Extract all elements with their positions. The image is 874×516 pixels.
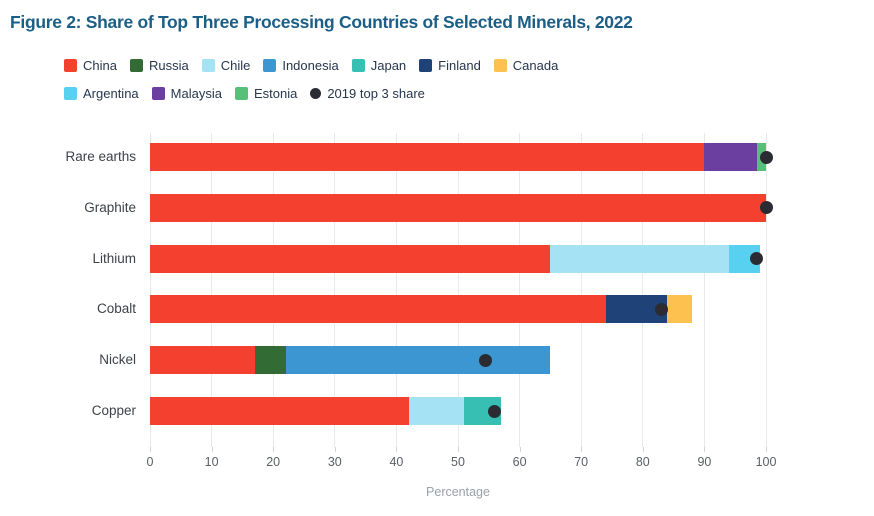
category-label-graphite: Graphite	[84, 199, 136, 215]
x-tick-label: 100	[755, 455, 777, 469]
gridline	[642, 133, 644, 447]
x-tick-label: 0	[146, 455, 154, 469]
legend-item-malaysia: Malaysia	[151, 86, 222, 101]
plot-area	[149, 133, 773, 447]
legend-swatch-icon	[263, 59, 277, 72]
bar-segment-china-cobalt	[150, 295, 606, 324]
legend-label: Estonia	[253, 86, 298, 101]
gridline	[457, 133, 459, 447]
gridline	[334, 133, 336, 447]
legend-swatch-icon	[419, 59, 433, 72]
gridline	[211, 133, 213, 447]
bar-segment-china-copper	[150, 397, 409, 425]
dot-2019-top3-share-copper	[488, 404, 502, 418]
x-tick-label: 80	[635, 455, 650, 469]
x-tick-mark	[334, 447, 336, 452]
x-tick-label: 40	[389, 455, 404, 469]
bar-segment-indonesia-nickel	[285, 346, 551, 375]
legend-swatch-icon	[234, 87, 248, 100]
x-tick-mark	[396, 447, 398, 452]
legend-item-2019-top3-share: 2019 top 3 share	[310, 86, 425, 101]
legend-item-estonia: Estonia	[234, 86, 298, 101]
x-tick-mark	[150, 447, 151, 452]
legend-item-japan: Japan	[351, 58, 407, 73]
gridline	[519, 133, 521, 447]
x-tick-mark	[519, 447, 521, 452]
legend-swatch-icon	[64, 87, 77, 100]
x-tick-label: 30	[327, 455, 342, 469]
x-tick-label: 70	[574, 455, 589, 469]
legend: China Russia Chile Indonesia Japan Finland Can…	[64, 58, 558, 101]
bar-segment-china-graphite	[150, 193, 766, 222]
bar-segment-chile-copper	[408, 397, 465, 425]
category-label-lithium: Lithium	[92, 250, 136, 266]
category-label-nickel: Nickel	[99, 352, 136, 368]
legend-item-china: China	[64, 58, 117, 73]
legend-item-finland: Finland	[419, 58, 481, 73]
bar-segment-russia-nickel	[254, 346, 286, 375]
legend-label: Canada	[512, 58, 559, 73]
category-label-rare-earths: Rare earths	[65, 149, 136, 164]
legend-label: 2019 top 3 share	[327, 86, 425, 101]
x-tick-mark	[766, 447, 767, 452]
legend-label: Japan	[370, 58, 407, 73]
x-tick-mark	[273, 447, 275, 452]
dot-2019-top3-share-lithium	[750, 252, 764, 266]
legend-label: China	[83, 58, 117, 73]
x-tick-label: 90	[697, 455, 712, 469]
legend-swatch-icon	[64, 59, 77, 72]
legend-swatch-icon	[151, 87, 165, 100]
legend-swatch-icon	[493, 59, 507, 72]
x-tick-mark	[581, 447, 583, 452]
legend-label: Malaysia	[170, 86, 222, 101]
gridline	[703, 133, 705, 447]
gridline	[765, 133, 767, 447]
legend-swatch-icon	[351, 59, 365, 72]
x-tick-mark	[704, 447, 706, 452]
bar-segment-china-nickel	[150, 346, 255, 375]
legend-label: Indonesia	[282, 58, 339, 73]
dot-2019-top3-share-nickel	[479, 353, 493, 367]
x-tick-mark	[211, 447, 213, 452]
gridline	[149, 133, 151, 447]
category-label-cobalt: Cobalt	[96, 301, 136, 317]
dot-2019-top3-share-rare-earths	[759, 150, 773, 164]
legend-item-argentina: Argentina	[64, 86, 139, 101]
x-tick-label: 50	[451, 455, 465, 469]
dot-2019-top3-share-cobalt	[654, 302, 668, 316]
x-tick-label: 10	[204, 455, 219, 469]
legend-swatch-icon	[129, 59, 143, 72]
legend-item-russia: Russia	[129, 58, 189, 73]
x-tick-mark	[642, 447, 644, 452]
legend-row: Argentina Malaysia Estonia 2019 top 3 share	[64, 86, 558, 101]
legend-label: Argentina	[83, 86, 139, 101]
legend-item-canada: Canada	[493, 58, 559, 73]
legend-row: China Russia Chile Indonesia Japan Finland Can…	[64, 58, 558, 73]
gridline	[580, 133, 582, 447]
gridline	[395, 133, 397, 447]
bar-segment-china-rare-earths	[150, 143, 705, 171]
bar-segment-chile-lithium	[550, 244, 730, 273]
gridline	[272, 133, 274, 447]
bar-segment-malaysia-rare-earths	[704, 143, 757, 171]
legend-item-indonesia: Indonesia	[263, 58, 339, 73]
x-tick-mark	[458, 447, 459, 452]
x-tick-label: 20	[266, 455, 281, 469]
dot-2019-top3-share-graphite	[759, 201, 773, 215]
legend-swatch-icon	[201, 59, 215, 72]
x-axis-title: Percentage	[426, 485, 490, 499]
legend-label: Chile	[220, 58, 251, 73]
x-tick-label: 60	[512, 455, 527, 469]
bar-segment-china-lithium	[150, 244, 551, 273]
legend-dot-icon	[310, 88, 322, 99]
figure-title: Figure 2: Share of Top Three Processing …	[10, 12, 633, 32]
legend-label: Russia	[148, 58, 189, 73]
bar-segment-canada-cobalt	[667, 295, 693, 324]
legend-label: Finland	[438, 58, 481, 73]
category-label-copper: Copper	[91, 403, 136, 418]
legend-item-chile: Chile	[201, 58, 251, 73]
